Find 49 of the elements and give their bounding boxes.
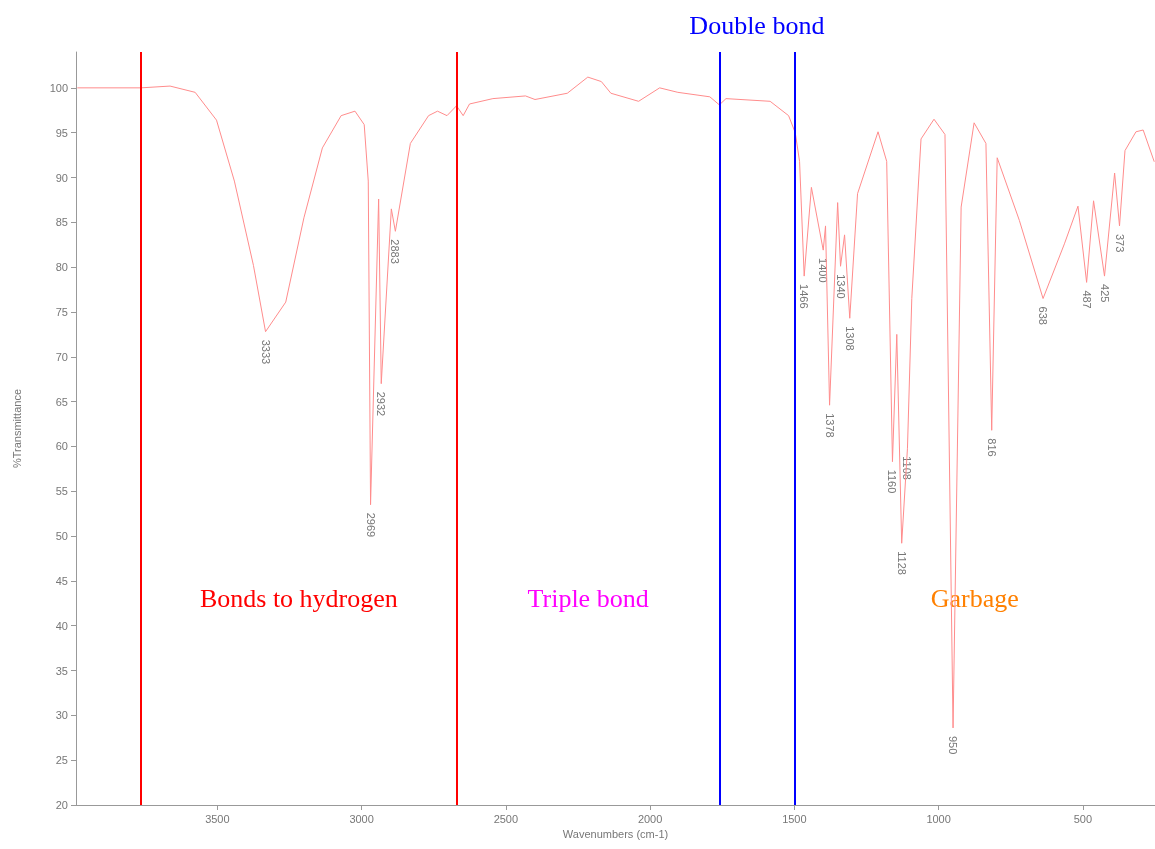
annotation: 2969 — [364, 512, 377, 538]
annotation: 2932 — [375, 391, 388, 417]
y-tick-label: 80 — [55, 261, 68, 274]
x-tick-label: 1500 — [782, 812, 807, 825]
x-tick-label: 3000 — [349, 812, 374, 825]
y-tick-label: 90 — [55, 171, 68, 184]
y-tick-label: 65 — [55, 395, 68, 408]
x-tick-label: 2500 — [493, 812, 519, 825]
x-axis-title: Wavenumbers (cm-1) — [562, 828, 669, 841]
y-axis-title: %Transmittance — [10, 388, 23, 469]
x-tick-label: 500 — [1073, 812, 1093, 825]
y-tick-label: 35 — [55, 664, 68, 677]
x-tick-label: 3500 — [205, 812, 230, 825]
text: Double bond — [689, 10, 825, 40]
y-tick-label: 60 — [55, 440, 68, 453]
y-tick-label: 70 — [55, 350, 68, 363]
annotation: 1308 — [843, 326, 856, 351]
y-tick-label: 85 — [55, 216, 68, 229]
annotation: 1128 — [895, 551, 908, 575]
line-series — [77, 76, 1155, 729]
x-tick-label: 1000 — [926, 812, 951, 825]
y-tick-label: 45 — [55, 574, 68, 587]
y-tick-label: 40 — [55, 619, 68, 632]
annotation: Garbage — [930, 583, 1019, 613]
y-tick-label: 55 — [55, 485, 68, 498]
y-tick-label: 20 — [55, 799, 68, 811]
y-tick-label: 30 — [55, 709, 68, 722]
annotation: 950 — [947, 735, 960, 755]
annotation: 373 — [1113, 233, 1126, 253]
annotation: 425 — [1098, 284, 1111, 303]
annotation: 487 — [1080, 290, 1093, 309]
x-tick-label: 2000 — [637, 812, 663, 825]
annotation: 638 — [1037, 306, 1050, 325]
y-tick-label: 100 — [49, 81, 68, 94]
y-tick-label: 75 — [55, 305, 68, 318]
annotation: 2883 — [389, 239, 402, 264]
annotation: 1108 — [901, 456, 914, 480]
annotation: 1160 — [886, 469, 899, 494]
y-tick-label: 25 — [55, 754, 68, 767]
annotation: 816 — [985, 438, 998, 457]
annotation: Bonds to hydrogen — [199, 583, 398, 613]
y-tick-label: 95 — [55, 126, 68, 139]
annotation: 1466 — [798, 284, 811, 309]
annotation: 1340 — [834, 274, 847, 299]
annotation: 1400 — [817, 258, 830, 283]
y-tick-label: 50 — [55, 530, 68, 543]
annotation: 1378 — [823, 413, 836, 438]
annotation: Triple bond — [527, 583, 649, 613]
annotation: 3333 — [259, 339, 272, 365]
